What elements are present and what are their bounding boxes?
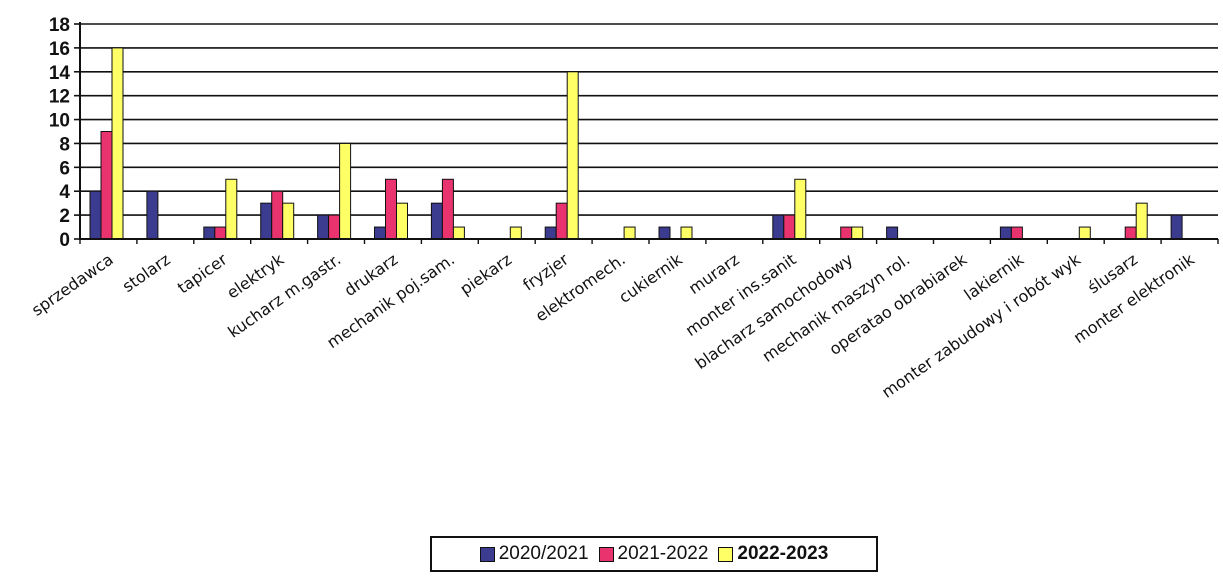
bar-3-18 [1135, 202, 1148, 240]
bar-3-17 [1078, 226, 1091, 240]
bar-3-0 [111, 47, 124, 240]
bar-1-3 [260, 202, 273, 240]
bar-3-6 [452, 226, 465, 240]
bar-1-2 [203, 226, 216, 240]
legend-item-series-1: 2020/2021 [479, 543, 589, 565]
y-tick-label-3: 6 [59, 158, 70, 179]
bar-2-18 [1124, 226, 1137, 240]
bar-1-14 [886, 226, 899, 240]
y-tick-label-5: 10 [49, 111, 70, 132]
bar-3-12 [794, 178, 807, 240]
bar-3-4 [339, 142, 352, 240]
axes [74, 22, 1219, 244]
bar-1-19 [1170, 214, 1183, 240]
bar-2-2 [214, 226, 227, 240]
legend-item-series-3: 2022-2023 [718, 543, 828, 565]
category-label-10: cukiernik [615, 249, 686, 307]
bar-1-16 [999, 226, 1012, 240]
bar-3-8 [566, 71, 579, 240]
y-tick-label-6: 12 [49, 87, 70, 108]
bar-1-6 [430, 202, 443, 240]
bar-1-8 [544, 226, 557, 240]
bar-3-2 [225, 178, 238, 240]
category-label-1: stolarz [119, 250, 174, 296]
category-label-2: tapicer [174, 249, 231, 297]
y-tick-label-9: 18 [49, 15, 70, 36]
bar-3-5 [396, 202, 408, 240]
bar-2-12 [783, 214, 796, 240]
category-label-17: monter zabudowy i robót wyk [878, 249, 1085, 402]
bar-2-4 [328, 214, 341, 240]
bar-2-5 [385, 178, 397, 240]
legend-swatch-series-2 [598, 546, 614, 562]
bar-2-8 [555, 202, 568, 240]
bar-3-10 [680, 226, 693, 240]
category-labels: sprzedawca stolarz tapicerelektrykkucharz … [28, 249, 1198, 402]
bar-1-12 [772, 214, 785, 240]
bar-3-9 [623, 226, 636, 240]
legend-label-series-1: 2020/2021 [498, 543, 589, 564]
y-tick-label-1: 2 [59, 206, 70, 227]
bar-2-3 [271, 190, 284, 240]
bar-2-6 [441, 178, 454, 240]
y-tick-label-4: 8 [59, 134, 70, 155]
bar-3-13 [851, 226, 864, 240]
bar-2-13 [840, 226, 853, 240]
legend-label-series-2: 2021-2022 [617, 543, 709, 564]
y-tick-label-0: 0 [59, 230, 70, 251]
bar-1-4 [317, 214, 330, 240]
legend-swatch-series-3 [718, 546, 734, 562]
gridlines [80, 23, 1218, 216]
legend: 2020/2021 2021-2022 2022-2023 [430, 536, 878, 572]
legend-label-series-3: 2022-2023 [737, 543, 829, 564]
legend-item-series-2: 2021-2022 [598, 543, 709, 565]
bar-1-5 [374, 226, 386, 240]
y-tick-label-8: 16 [49, 39, 70, 60]
bar-1-0 [89, 190, 102, 240]
y-tick-label-2: 4 [59, 182, 70, 203]
y-tick-labels: 0 2 4 6 810 12 14 16 18 [49, 15, 71, 251]
bar-1-10 [658, 226, 671, 240]
bar-3-7 [509, 226, 522, 240]
category-label-0: sprzedawca [28, 250, 117, 320]
bar-2-16 [1010, 226, 1023, 240]
bar-3-3 [282, 202, 295, 240]
category-label-7: piekarz [456, 250, 515, 299]
bar-1-1 [146, 190, 159, 240]
y-tick-label-7: 14 [49, 63, 71, 84]
bar-2-0 [100, 131, 113, 240]
legend-swatch-series-1 [479, 546, 495, 562]
